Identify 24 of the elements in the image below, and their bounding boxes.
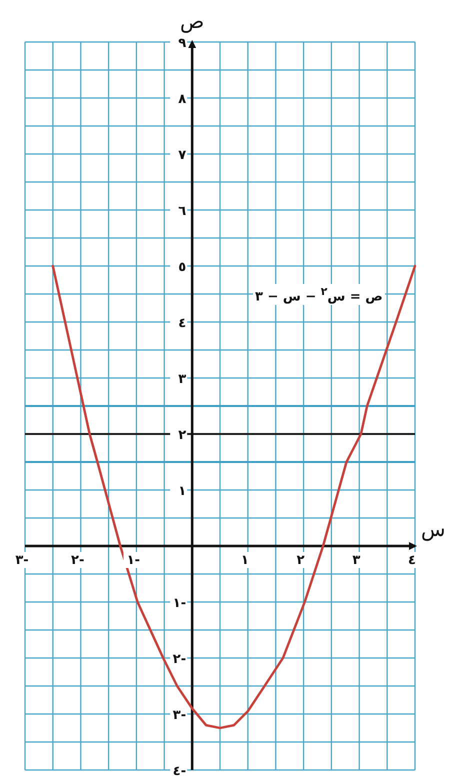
y-tick-label: ٧: [178, 148, 186, 163]
y-tick-label: ٤: [178, 316, 186, 331]
x-tick-label: ١: [240, 553, 249, 568]
y-tick-label: ٣-: [172, 708, 186, 723]
y-tick-label: ٦: [178, 204, 186, 219]
x-tick-label: ٣: [352, 553, 360, 568]
line-series: [52, 264, 416, 730]
y-tick-label: ٤-: [172, 764, 186, 778]
x-tick-label: ٢-: [71, 553, 84, 568]
y-axis-title: ص: [180, 9, 204, 33]
x-tick-label: ٣-: [15, 553, 29, 568]
y-tick-label: ٩: [178, 36, 186, 51]
y-tick-label: ٣: [178, 372, 186, 387]
x-tick-label: ٤: [408, 553, 416, 568]
y-tick-label: ٢: [178, 428, 186, 443]
x-axis-title: س: [421, 517, 446, 541]
y-tick-label: ٨: [178, 92, 186, 107]
y-tick-label: ١: [178, 484, 186, 499]
annotation: ص = س$^{٢}$ − س − ٣: [253, 284, 385, 306]
x-tick-label: ٢: [296, 553, 305, 568]
y-tick-label: ١-: [172, 596, 186, 611]
y-tick-label: ٥: [178, 260, 186, 275]
y-tick-label: ٢-: [172, 652, 186, 667]
x-tick-label: ١-: [126, 553, 140, 568]
